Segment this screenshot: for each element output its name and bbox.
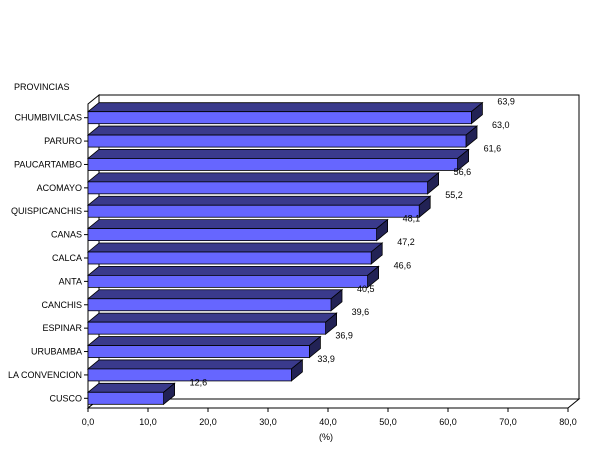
x-axis-title: (%) <box>319 432 333 442</box>
category-label: CANAS <box>51 230 82 240</box>
bar-top-face <box>86 336 322 346</box>
x-tick-label: 0,0 <box>82 417 95 427</box>
x-tick-label: 10,0 <box>139 417 157 427</box>
x-tick-label: 50,0 <box>379 417 397 427</box>
bar-value-label: 63,9 <box>497 97 515 107</box>
bar <box>86 335 322 359</box>
bar-front-face <box>87 158 459 171</box>
bar-top-face <box>86 289 344 300</box>
x-axis-ticks: 0,0 10,0 20,0 30,0 40,0 50,0 60,0 70,0 80,0 <box>82 408 577 427</box>
bar-value-label: 56,6 <box>454 167 472 177</box>
bar-value-label: 33,9 <box>317 354 335 364</box>
category-label: PAUCARTAMBO <box>14 159 82 169</box>
category-labels: CHUMBIVILCAS PARURO PAUCARTAMBO ACOMAYO QUIS… <box>8 113 88 403</box>
category-label: PARURO <box>44 136 82 146</box>
bar-top-face <box>86 382 176 393</box>
bar-value-label: 40,5 <box>357 284 375 294</box>
bar-value-label: 47,2 <box>397 237 415 247</box>
bar-value-label: 48,1 <box>403 214 421 224</box>
bar-top-face <box>86 125 479 136</box>
category-label: CUSCO <box>49 393 82 403</box>
x-tick-label: 40,0 <box>319 417 337 427</box>
bars: 63,9 63,0 61,6 56,6 55,2 48,1 47,2 46,6 40,5 39,6… <box>86 97 515 406</box>
x-tick-label: 20,0 <box>199 417 217 427</box>
bar-value-label: 46,6 <box>394 260 412 270</box>
bar <box>86 125 479 148</box>
x-tick-label: 80,0 <box>559 417 577 427</box>
bar-top-face <box>86 265 380 276</box>
category-label: QUISPICANCHIS <box>11 206 82 216</box>
category-label: ANTA <box>59 276 82 286</box>
category-label: URUBAMBA <box>31 347 82 357</box>
bar-top-face <box>86 312 338 323</box>
y-axis-title: PROVINCIAS <box>14 82 70 92</box>
bar-front-face <box>87 391 164 405</box>
category-label: CANCHIS <box>41 300 82 310</box>
bar-top-face <box>86 172 440 183</box>
bar <box>86 172 440 195</box>
category-label: CHUMBIVILCAS <box>14 113 82 123</box>
bar <box>86 288 344 312</box>
bar-front-face <box>87 251 372 265</box>
category-label: LA CONVENCION <box>8 370 82 380</box>
category-label: ACOMAYO <box>37 183 82 193</box>
category-label: CALCA <box>52 253 82 263</box>
bar-top-face <box>86 195 432 206</box>
bar <box>86 382 176 406</box>
bar <box>86 101 484 125</box>
x-tick-label: 60,0 <box>439 417 457 427</box>
x-tick-label: 70,0 <box>499 417 517 427</box>
bar-front-face <box>87 111 472 125</box>
bar-front-face <box>87 228 378 242</box>
bar-front-face <box>87 274 369 288</box>
bar-value-label: 55,2 <box>445 190 463 200</box>
bar-value-label: 36,9 <box>335 331 353 341</box>
bar-front-face <box>87 204 420 218</box>
bar-top-face <box>86 102 484 113</box>
bar <box>86 218 389 242</box>
x-tick-label: 30,0 <box>259 417 277 427</box>
bar <box>86 195 432 219</box>
bar <box>86 242 384 265</box>
bar-value-label: 63,0 <box>492 120 510 130</box>
bar-top-face <box>86 219 389 230</box>
bar <box>86 265 380 289</box>
bar <box>86 312 338 335</box>
bar-front-face <box>87 321 327 335</box>
bar-value-label: 61,6 <box>484 143 502 153</box>
bar-value-label: 39,6 <box>352 307 370 317</box>
bar-value-label: 12,6 <box>190 377 208 387</box>
bar-front-face <box>87 181 429 195</box>
bar-front-face <box>87 298 332 312</box>
bar-top-face <box>86 242 384 253</box>
bar-front-face <box>87 345 310 358</box>
bar <box>86 359 304 382</box>
bar-front-face <box>87 134 467 148</box>
bar-top-face <box>86 359 304 370</box>
bar-top-face <box>86 149 470 159</box>
category-label: ESPINAR <box>42 323 82 333</box>
bar <box>86 148 470 172</box>
